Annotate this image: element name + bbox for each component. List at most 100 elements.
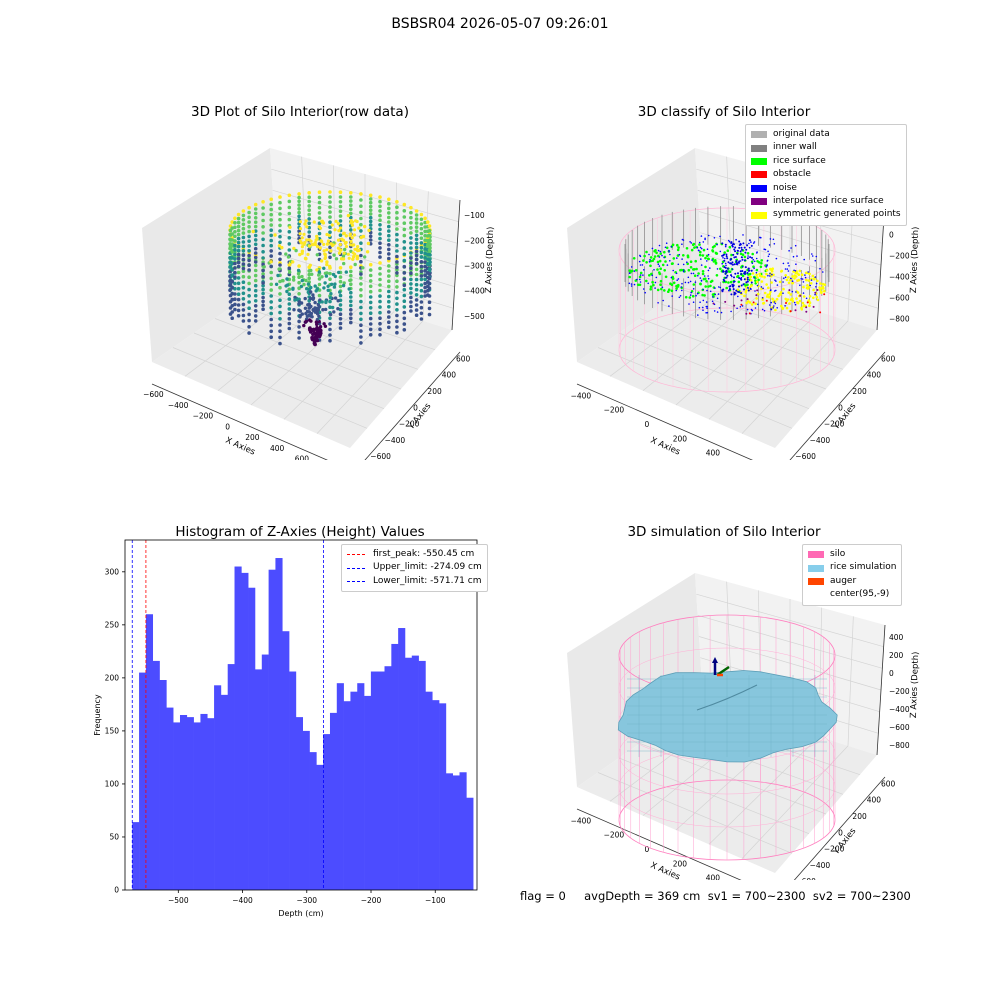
raw-point [357,226,361,230]
y-tick-label: 600 [881,779,896,788]
raw-point [323,255,328,260]
raw-point [278,223,282,228]
interpolated-point [752,301,755,304]
rice-surface-point [672,257,676,260]
noise-point [639,255,642,258]
noise-point [739,270,742,273]
rice-surface-point [648,274,651,277]
raw-point [414,261,419,266]
raw-point [378,241,382,245]
raw-point [233,252,237,257]
raw-point [395,205,399,209]
raw-point [368,284,373,289]
noise-point [651,247,654,250]
raw-point [247,268,251,272]
raw-point [273,233,277,237]
z-tick-label: −800 [889,741,910,750]
raw-point [317,231,322,236]
raw-point [353,262,357,267]
raw-point [241,291,246,296]
noise-point [750,244,753,247]
rice-surface-point [652,257,656,261]
raw-point [293,295,297,300]
noise-point [747,289,750,292]
symmetric-point [796,272,799,275]
noise-point [678,253,681,256]
x-tick-label: 200 [673,434,688,443]
raw-point [233,225,237,230]
raw-point [233,257,237,261]
noise-point [815,286,817,288]
raw-point [233,302,237,307]
y-tick-label: −400 [810,861,831,870]
grid-line [276,253,454,309]
histogram-bar [186,717,194,890]
raw-point [352,233,356,237]
rice-surface-point [727,281,730,284]
raw-point [253,260,258,264]
status-footer: flag = 0 avgDepth = 369 cm sv1 = 700~230… [520,889,911,903]
raw-point [409,246,413,250]
x-tick-label: 200 [245,433,260,442]
noise-point [681,258,683,260]
rice-surface-point [686,255,690,259]
raw-point [338,279,343,284]
raw-point [311,297,315,301]
raw-point [359,210,363,215]
noise-point [698,241,701,244]
rice-surface-point [709,284,712,288]
raw-point [427,248,432,252]
rice-surface-point [692,283,696,286]
symmetric-point [760,275,764,278]
raw-point [315,244,320,249]
raw-point [317,190,322,194]
symmetric-point [750,284,753,287]
symmetric-point [775,297,779,301]
raw-point [414,267,419,272]
raw-point [284,252,288,256]
raw-point [427,262,432,267]
raw-point [233,216,237,221]
rice-surface-point [691,294,695,298]
noise-point [703,275,706,277]
raw-point [338,293,343,298]
raw-point [419,260,424,264]
noise-point [728,289,730,292]
symmetric-point [758,272,761,276]
noise-point [740,246,743,249]
raw-point [402,283,407,288]
rice-surface-point [656,288,660,292]
raw-point [387,320,391,324]
interpolated-point [755,294,758,297]
raw-point [414,245,419,250]
noise-point [689,241,691,243]
raw-point [338,303,343,307]
raw-point [387,197,391,202]
raw-point [241,240,246,244]
noise-point [724,243,727,246]
raw-point [387,202,391,206]
raw-point [423,294,427,298]
rice-surface-point [755,268,759,272]
raw-point [338,233,343,237]
y-tick-label: −200 [824,420,845,429]
raw-point [247,205,251,210]
interpolated-point [823,293,826,296]
raw-point [261,268,265,273]
histogram-bar [295,717,303,890]
histogram-bar [466,797,474,890]
rice-surface-point [712,260,716,263]
raw-point [326,239,330,243]
raw-point [261,243,265,248]
noise-point [696,246,699,249]
noise-point [658,256,661,258]
raw-point [230,244,234,248]
raw-point [395,200,399,204]
legend-swatch [347,581,365,583]
raw-point [278,206,282,211]
raw-point [236,270,241,275]
raw-point [236,244,241,249]
z-tick-label: 400 [889,633,904,642]
raw-point [387,206,391,211]
raw-point [387,310,391,314]
